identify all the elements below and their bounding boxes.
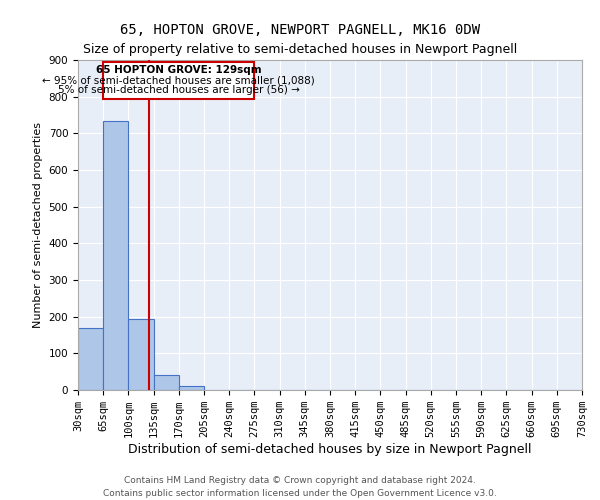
Text: Contains HM Land Registry data © Crown copyright and database right 2024.: Contains HM Land Registry data © Crown c… xyxy=(124,476,476,485)
Text: 65, HOPTON GROVE, NEWPORT PAGNELL, MK16 0DW: 65, HOPTON GROVE, NEWPORT PAGNELL, MK16 … xyxy=(120,22,480,36)
Bar xyxy=(179,386,204,390)
Text: Contains public sector information licensed under the Open Government Licence v3: Contains public sector information licen… xyxy=(103,488,497,498)
Text: 65 HOPTON GROVE: 129sqm: 65 HOPTON GROVE: 129sqm xyxy=(96,65,262,75)
Text: 5% of semi-detached houses are larger (56) →: 5% of semi-detached houses are larger (5… xyxy=(58,86,300,96)
Bar xyxy=(103,62,254,98)
Text: Size of property relative to semi-detached houses in Newport Pagnell: Size of property relative to semi-detach… xyxy=(83,42,517,56)
Bar xyxy=(128,318,154,390)
Text: ← 95% of semi-detached houses are smaller (1,088): ← 95% of semi-detached houses are smalle… xyxy=(43,75,315,85)
X-axis label: Distribution of semi-detached houses by size in Newport Pagnell: Distribution of semi-detached houses by … xyxy=(128,443,532,456)
Bar xyxy=(78,328,103,390)
Y-axis label: Number of semi-detached properties: Number of semi-detached properties xyxy=(33,122,43,328)
Bar xyxy=(103,120,128,390)
Bar xyxy=(154,376,179,390)
